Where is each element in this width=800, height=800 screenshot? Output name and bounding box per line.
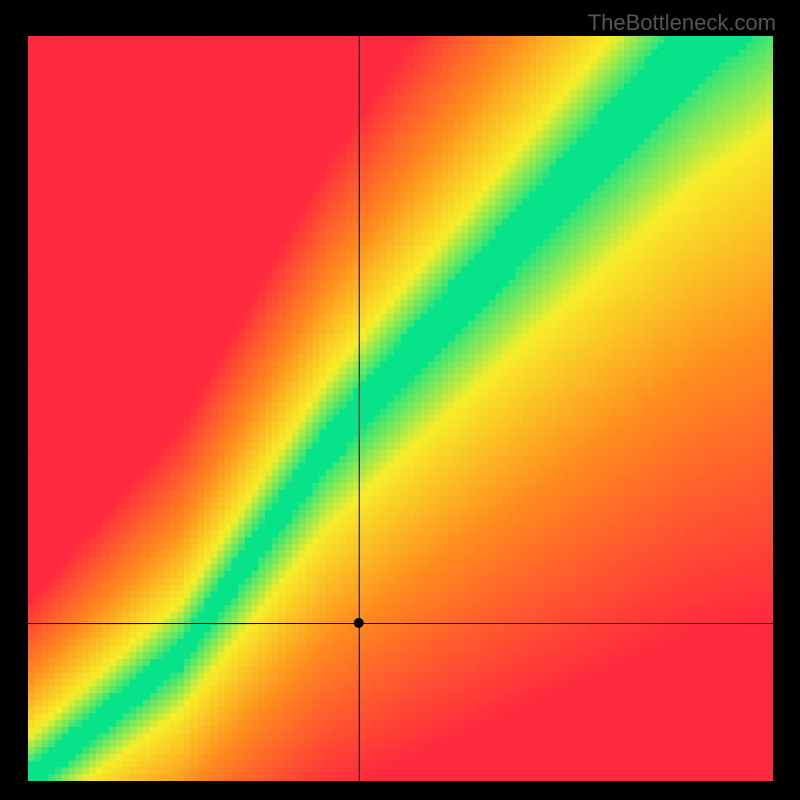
heatmap-plot — [28, 36, 773, 781]
watermark-text: TheBottleneck.com — [588, 10, 776, 36]
